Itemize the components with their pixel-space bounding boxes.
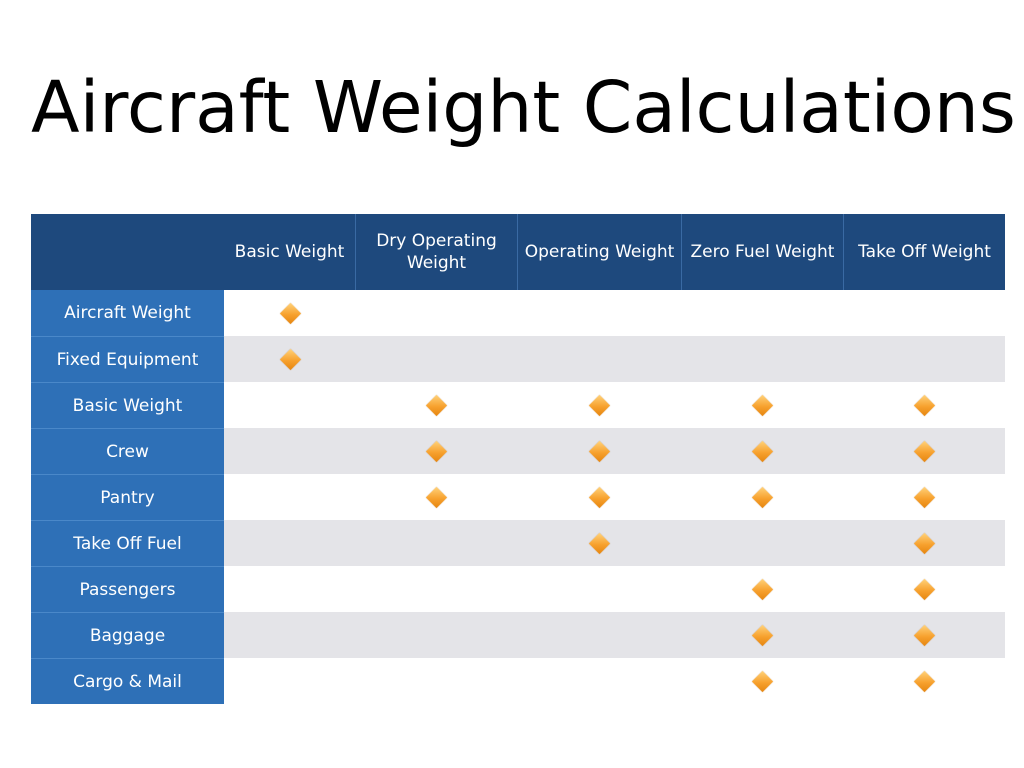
column-header: Basic Weight [224, 214, 355, 290]
orange-diamond-icon [588, 532, 611, 554]
table-cell [843, 474, 1005, 520]
table-row: Pantry [31, 474, 1005, 520]
table-cell [681, 612, 843, 658]
table-cell [681, 290, 843, 336]
table-cell [355, 474, 517, 520]
table-cell [355, 520, 517, 566]
table-row: Passengers [31, 566, 1005, 612]
table-cell [517, 336, 681, 382]
table-cell [224, 612, 355, 658]
orange-diamond-icon [913, 440, 936, 462]
row-label: Basic Weight [31, 382, 224, 428]
table-cell [681, 474, 843, 520]
table-cell [517, 428, 681, 474]
orange-diamond-icon [425, 486, 448, 508]
table-header-row: Basic Weight Dry Operating Weight Operat… [31, 214, 1005, 290]
table-cell [224, 382, 355, 428]
row-label: Pantry [31, 474, 224, 520]
orange-diamond-icon [751, 624, 774, 646]
table-cell [843, 336, 1005, 382]
table-cell [681, 566, 843, 612]
orange-diamond-icon [751, 486, 774, 508]
orange-diamond-icon [913, 670, 936, 692]
table-cell [224, 658, 355, 704]
table-row: Basic Weight [31, 382, 1005, 428]
table-row: Cargo & Mail [31, 658, 1005, 704]
table-row: Baggage [31, 612, 1005, 658]
table-cell [843, 428, 1005, 474]
orange-diamond-icon [913, 486, 936, 508]
orange-diamond-icon [279, 302, 301, 324]
orange-diamond-icon [913, 578, 936, 600]
table-cell [224, 474, 355, 520]
table-cell [355, 336, 517, 382]
table-cell [843, 566, 1005, 612]
table-cell [355, 428, 517, 474]
table-cell [517, 520, 681, 566]
orange-diamond-icon [751, 394, 774, 416]
table-cell [681, 382, 843, 428]
table-cell [517, 382, 681, 428]
orange-diamond-icon [425, 394, 448, 416]
table-cell [843, 612, 1005, 658]
table-cell [355, 566, 517, 612]
orange-diamond-icon [588, 394, 611, 416]
orange-diamond-icon [588, 486, 611, 508]
orange-diamond-icon [425, 440, 448, 462]
orange-diamond-icon [751, 670, 774, 692]
table-cell [843, 290, 1005, 336]
table-cell [517, 658, 681, 704]
orange-diamond-icon [913, 532, 936, 554]
table-row: Take Off Fuel [31, 520, 1005, 566]
table-cell [843, 658, 1005, 704]
orange-diamond-icon [913, 624, 936, 646]
table-cell [517, 612, 681, 658]
orange-diamond-icon [751, 440, 774, 462]
table-row: Fixed Equipment [31, 336, 1005, 382]
table-cell [681, 658, 843, 704]
orange-diamond-icon [913, 394, 936, 416]
orange-diamond-icon [588, 440, 611, 462]
column-header: Operating Weight [517, 214, 681, 290]
table-cell [681, 428, 843, 474]
table-cell [224, 566, 355, 612]
table-cell [355, 290, 517, 336]
table-cell [224, 336, 355, 382]
table-cell [843, 382, 1005, 428]
column-header: Dry Operating Weight [355, 214, 517, 290]
table-cell [517, 566, 681, 612]
table-cell [224, 428, 355, 474]
table-cell [224, 520, 355, 566]
column-header: Zero Fuel Weight [681, 214, 843, 290]
table-cell [355, 612, 517, 658]
row-label: Crew [31, 428, 224, 474]
table-row: Aircraft Weight [31, 290, 1005, 336]
table-body: Aircraft Weight Fixed Equipment Basic Weig… [31, 290, 1005, 704]
row-label: Baggage [31, 612, 224, 658]
table-cell [517, 290, 681, 336]
row-label: Cargo & Mail [31, 658, 224, 704]
table-cell [355, 382, 517, 428]
page-title: Aircraft Weight Calculations [31, 66, 1016, 149]
table-cell [355, 658, 517, 704]
row-label: Passengers [31, 566, 224, 612]
row-label: Take Off Fuel [31, 520, 224, 566]
row-label: Aircraft Weight [31, 290, 224, 336]
row-label: Fixed Equipment [31, 336, 224, 382]
table-cell [843, 520, 1005, 566]
column-header: Take Off Weight [843, 214, 1005, 290]
table-corner-cell [31, 214, 224, 290]
table-cell [224, 290, 355, 336]
table-cell [681, 336, 843, 382]
orange-diamond-icon [279, 348, 301, 370]
table-cell [681, 520, 843, 566]
weight-table: Basic Weight Dry Operating Weight Operat… [31, 214, 1005, 704]
orange-diamond-icon [751, 578, 774, 600]
table-cell [517, 474, 681, 520]
table-row: Crew [31, 428, 1005, 474]
